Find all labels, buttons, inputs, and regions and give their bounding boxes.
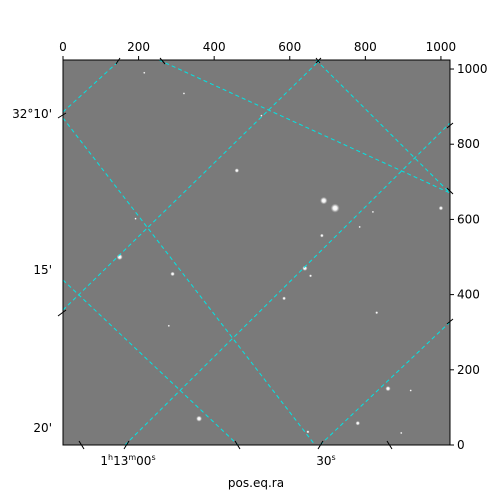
grid-line: [315, 60, 450, 194]
top-tick-label: 200: [127, 40, 150, 54]
dec-axis: 32°10' 15' 20': [12, 107, 67, 435]
top-tick-label: 1000: [426, 40, 457, 54]
plot-frame: [62, 59, 451, 446]
grid-line: [124, 122, 450, 445]
ra-tick-label: 1h13m00s: [100, 453, 155, 468]
star-source: [330, 203, 340, 213]
coordinate-grid: [63, 60, 450, 445]
right-tick-label: 400: [457, 288, 480, 302]
top-tick-label: 600: [278, 40, 301, 54]
sky-image: [63, 60, 450, 445]
top-axis: 0 200 400 600 800 1000: [59, 40, 456, 60]
ra-tick: [446, 122, 454, 129]
star-source: [358, 225, 361, 229]
dec-tick: [57, 112, 67, 119]
star-source: [400, 431, 403, 435]
ra-tick: [446, 187, 454, 195]
top-tick-label: 400: [203, 40, 226, 54]
star-source: [167, 324, 171, 328]
ra-tick: [115, 57, 121, 65]
ra-tick: [234, 440, 241, 450]
dec-tick-label: 20': [33, 421, 52, 435]
star-source: [438, 205, 444, 211]
right-axis: 0 200 400 600 800 1000: [450, 62, 488, 452]
top-tick-label: 800: [354, 40, 377, 54]
ra-tick: [386, 440, 393, 450]
star-source: [234, 168, 240, 173]
grid-line: [319, 321, 450, 445]
star-source: [116, 253, 123, 261]
right-tick-label: 1000: [457, 62, 488, 76]
star-source: [306, 430, 310, 434]
star-source: [319, 233, 324, 238]
ra-tick: [123, 440, 130, 450]
dec-tick-label: 32°10': [12, 107, 52, 121]
star-source: [375, 311, 379, 315]
grid-line: [63, 60, 121, 113]
star-source: [282, 296, 286, 301]
dec-tick-label: 15': [33, 263, 52, 277]
star-source: [302, 265, 308, 271]
star-source: [409, 389, 412, 392]
star-source: [319, 196, 328, 205]
grid-line: [63, 279, 239, 445]
right-tick-label: 600: [457, 212, 480, 226]
ra-tick-label: 30s: [316, 453, 335, 468]
star-source: [134, 217, 137, 220]
grid-line: [158, 60, 450, 194]
x-axis-title: pos.eq.ra: [228, 476, 284, 490]
star-source: [309, 274, 313, 278]
ra-tick: [159, 57, 166, 65]
star-source: [371, 210, 375, 214]
image-sources: [116, 71, 444, 435]
right-tick-label: 0: [457, 438, 465, 452]
ra-tick: [317, 440, 324, 450]
ra-tick: [315, 57, 322, 64]
dec-tick: [57, 309, 67, 317]
ra-tick: [446, 318, 454, 325]
grid-line: [63, 117, 316, 445]
star-source: [170, 271, 175, 277]
star-source: [182, 92, 186, 95]
star-source: [196, 415, 203, 422]
right-tick-label: 800: [457, 137, 480, 151]
star-source: [143, 71, 146, 74]
star-source: [355, 420, 361, 426]
ra-tick: [78, 440, 85, 450]
ra-axis: 1h13m00s 30s: [78, 57, 454, 468]
star-source: [260, 114, 263, 117]
grid-line: [63, 60, 321, 311]
right-tick-label: 200: [457, 363, 480, 377]
top-tick-label: 0: [59, 40, 67, 54]
star-source: [385, 385, 391, 392]
